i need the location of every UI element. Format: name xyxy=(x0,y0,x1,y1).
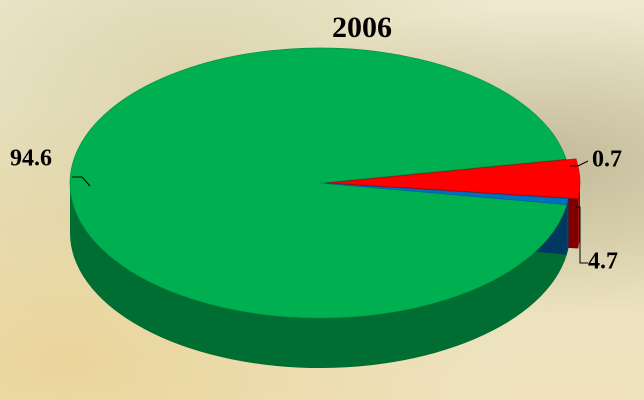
chart-title: 2006 xyxy=(332,11,392,44)
slice xyxy=(319,182,569,205)
leader-line xyxy=(570,160,589,167)
slice-side xyxy=(70,183,567,369)
leader-line xyxy=(72,176,91,187)
data-label: 0.7 xyxy=(592,147,622,173)
slice xyxy=(69,47,568,319)
slice xyxy=(329,158,581,199)
data-label: 94.6 xyxy=(10,146,52,172)
data-label: 4.7 xyxy=(588,249,618,275)
slice-side xyxy=(566,198,569,255)
leader-line xyxy=(576,206,588,264)
